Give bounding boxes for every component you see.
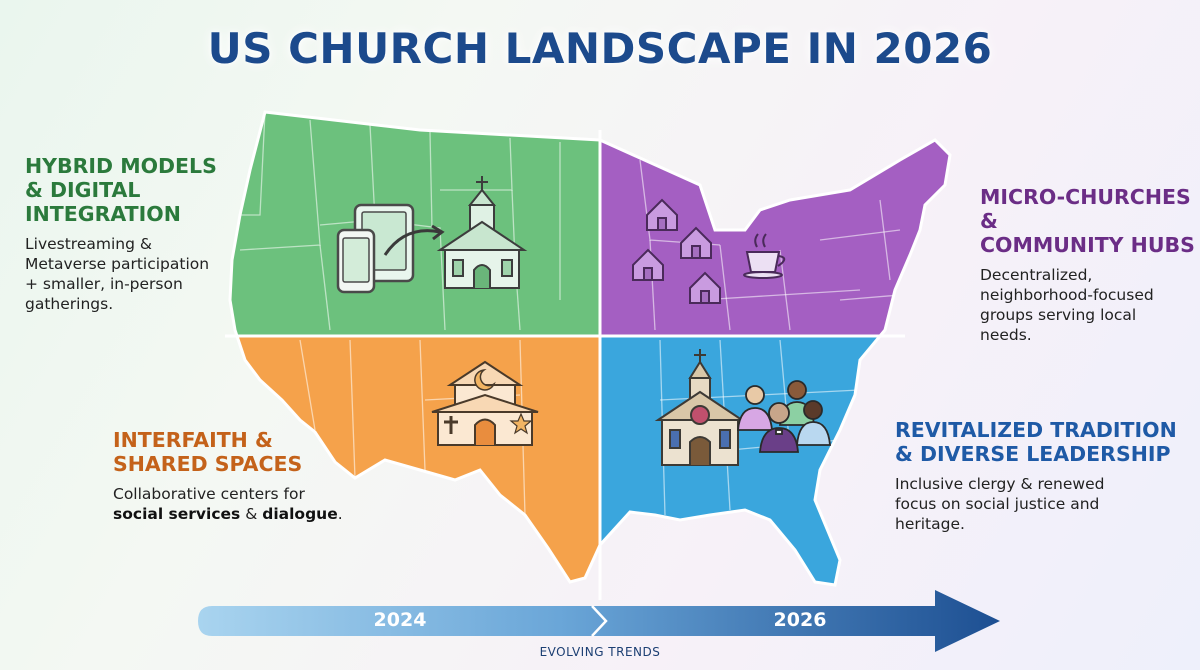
- emphasis-social-services: social services: [113, 505, 241, 523]
- description-line: + smaller, in-person: [25, 275, 183, 293]
- heading-line: SHARED SPACES: [113, 452, 303, 476]
- description-line: Livestreaming &: [25, 235, 152, 253]
- panel-interfaith: INTERFAITH & SHARED SPACES Collaborative…: [113, 428, 363, 524]
- heading-line: INTERFAITH &: [113, 428, 273, 452]
- timeline-caption: EVOLVING TRENDS: [539, 645, 661, 659]
- traditional-church-icon: [654, 349, 746, 466]
- description-line: needs.: [980, 326, 1032, 344]
- people-group-icon: [737, 380, 831, 453]
- description-line: Metaverse participation: [25, 255, 210, 273]
- panel-hybrid-heading: HYBRID MODELS & DIGITAL INTEGRATION: [25, 154, 240, 226]
- house-icon: [680, 226, 712, 259]
- heading-line: & DIVERSE LEADERSHIP: [895, 442, 1171, 466]
- description-line: Inclusive clergy & renewed: [895, 475, 1105, 493]
- panel-hybrid-models: HYBRID MODELS & DIGITAL INTEGRATION Live…: [25, 154, 240, 314]
- emphasis-dialogue: dialogue: [262, 505, 338, 523]
- description-line: focus on social justice and: [895, 495, 1100, 513]
- timeline-end-label: 2026: [773, 609, 827, 631]
- description-line: heritage.: [895, 515, 965, 533]
- panel-micro-description: Decentralized, neighborhood-focused grou…: [980, 265, 1195, 345]
- panel-revitalized-tradition: REVITALIZED TRADITION & DIVERSE LEADERSH…: [895, 418, 1195, 534]
- house-icon: [646, 198, 678, 231]
- description-line: groups serving local: [980, 306, 1137, 324]
- arrow-icon: [383, 229, 441, 256]
- star-icon: [509, 412, 533, 435]
- smartphone-icon: [336, 228, 376, 294]
- timeline-start-label: 2024: [373, 609, 427, 631]
- description-line: Decentralized,: [980, 266, 1093, 284]
- description-line: Collaborative centers for: [113, 485, 305, 503]
- description-text: &: [240, 505, 263, 523]
- description-line: neighborhood-focused: [980, 286, 1154, 304]
- crescent-icon: [474, 369, 496, 391]
- cross-icon: [444, 416, 458, 434]
- heading-line: COMMUNITY HUBS: [980, 233, 1195, 257]
- description-text: .: [337, 505, 343, 523]
- panel-interfaith-description: Collaborative centers for social service…: [113, 484, 363, 524]
- region-west: [230, 112, 600, 336]
- heading-line: HYBRID MODELS: [25, 154, 217, 178]
- coffee-cup-icon: [743, 233, 786, 279]
- heading-line: & DIGITAL: [25, 178, 141, 202]
- heading-line: MICRO-CHURCHES &: [980, 185, 1191, 233]
- house-icon: [632, 248, 664, 281]
- panel-hybrid-description: Livestreaming & Metaverse participation …: [25, 234, 240, 314]
- description-line: gatherings.: [25, 295, 114, 313]
- heading-line: REVITALIZED TRADITION: [895, 418, 1177, 442]
- heading-line: INTEGRATION: [25, 202, 181, 226]
- house-icon: [689, 271, 721, 304]
- panel-revitalized-heading: REVITALIZED TRADITION & DIVERSE LEADERSH…: [895, 418, 1195, 466]
- panel-revitalized-description: Inclusive clergy & renewed focus on soci…: [895, 474, 1195, 534]
- panel-micro-heading: MICRO-CHURCHES & COMMUNITY HUBS: [980, 185, 1195, 257]
- panel-interfaith-heading: INTERFAITH & SHARED SPACES: [113, 428, 363, 476]
- page-title: US CHURCH LANDSCAPE IN 2026: [207, 24, 993, 73]
- panel-micro-churches: MICRO-CHURCHES & COMMUNITY HUBS Decentra…: [980, 185, 1195, 345]
- church-icon: [436, 176, 528, 289]
